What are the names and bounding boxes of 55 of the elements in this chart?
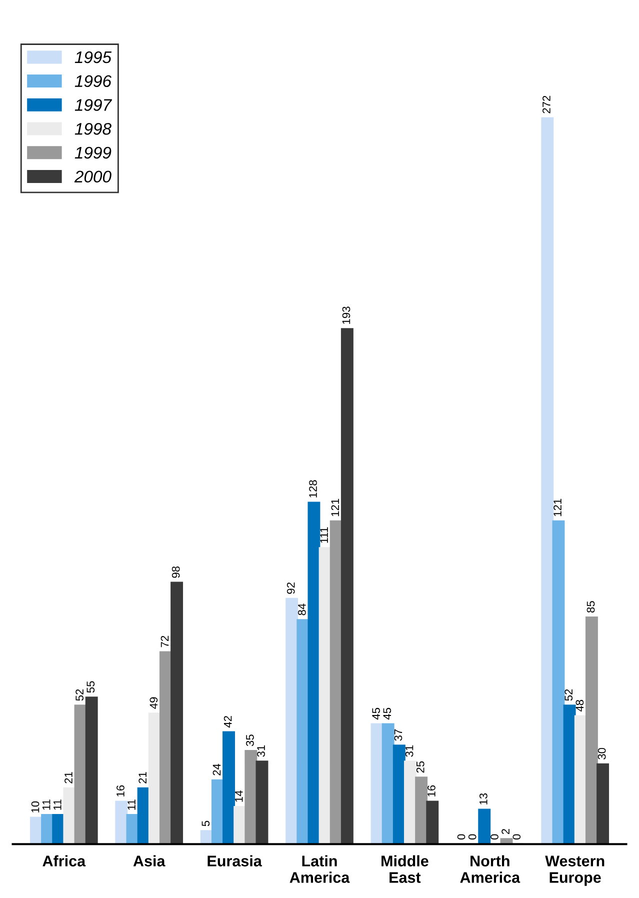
data-label: 11 [128, 800, 136, 810]
data-label: 121 [554, 498, 562, 516]
data-label: 121 [331, 498, 339, 516]
x-tick-label: Middle East [382, 855, 428, 883]
data-label: 128 [309, 480, 317, 498]
x-tick-label: Western Europe [545, 856, 604, 886]
data-label: 55 [86, 681, 95, 693]
data-label: 31 [405, 745, 414, 757]
data-label: 72 [160, 636, 169, 648]
data-label: 2 [502, 828, 510, 834]
data-label: 52 [564, 689, 573, 701]
data-label: 45 [372, 708, 380, 720]
data-label: 10 [31, 801, 40, 812]
x-tick-label: Asia [133, 855, 166, 866]
data-label: 111 [320, 527, 328, 543]
x-tick-label: North America [460, 855, 520, 883]
data-label: 5 [202, 820, 210, 826]
data-label: 35 [246, 734, 254, 746]
legend-label: 1998 [74, 122, 112, 135]
legend-label: 1997 [74, 99, 112, 111]
data-label: 16 [116, 785, 124, 796]
data-label: 48 [576, 700, 584, 712]
data-label: 21 [64, 772, 72, 784]
data-label: 85 [586, 601, 595, 613]
data-label: 84 [298, 604, 306, 616]
data-label: 30 [598, 748, 606, 760]
x-tick-label: Latin America [290, 855, 350, 883]
data-label: 13 [479, 793, 488, 804]
legend-label: 1999 [74, 146, 112, 159]
data-label: 272 [542, 96, 550, 114]
data-label: 37 [394, 729, 402, 741]
data-label: 0 [490, 834, 498, 840]
data-label: 11 [42, 800, 50, 810]
legend-label: 2000 [74, 170, 112, 183]
data-label: 14 [235, 790, 243, 802]
data-label: 0 [512, 834, 521, 840]
data-label: 98 [172, 566, 180, 578]
data-label: 16 [428, 785, 436, 796]
data-label: 92 [286, 582, 295, 594]
x-tick-label: Africa [42, 855, 86, 866]
data-label: 25 [416, 761, 424, 773]
legend-label: 1995 [74, 51, 112, 64]
data-label: 0 [457, 834, 466, 840]
x-tick-label: Eurasia [208, 855, 262, 866]
data-label: 11 [54, 800, 62, 810]
data-label: 24 [212, 764, 221, 776]
data-label: 52 [76, 689, 84, 701]
data-label: 21 [138, 772, 146, 784]
data-label: 45 [383, 708, 392, 720]
data-label: 42 [224, 716, 232, 728]
data-label: 193 [342, 306, 350, 324]
data-label: 0 [468, 834, 476, 840]
data-label: 31 [257, 745, 265, 757]
data-label: 49 [150, 697, 158, 709]
legend-label: 1996 [74, 75, 112, 88]
